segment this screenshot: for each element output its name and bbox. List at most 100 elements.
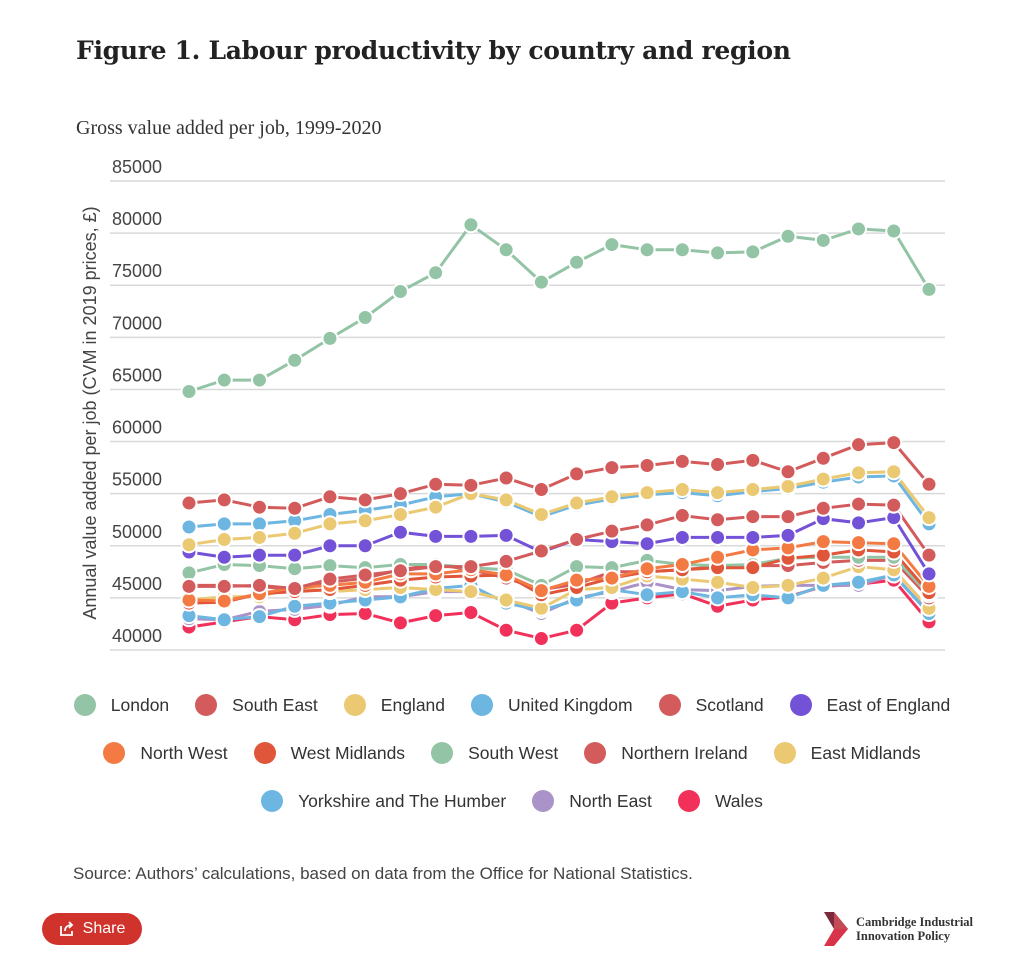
data-point-london[interactable] xyxy=(814,231,832,249)
legend-item[interactable]: North East xyxy=(532,790,652,812)
data-point-london[interactable] xyxy=(286,351,304,369)
data-point-scotland[interactable] xyxy=(814,499,832,517)
data-point-scotland[interactable] xyxy=(532,542,550,560)
data-point-east-of-england[interactable] xyxy=(427,527,445,545)
data-point-yorkshire-and-the-humber[interactable] xyxy=(638,586,656,604)
data-point-scotland[interactable] xyxy=(673,507,691,525)
data-point-london[interactable] xyxy=(215,371,233,389)
data-point-london[interactable] xyxy=(603,236,621,254)
data-point-east-of-england[interactable] xyxy=(850,514,868,532)
legend-item[interactable]: South West xyxy=(431,742,558,764)
data-point-england[interactable] xyxy=(568,494,586,512)
data-point-wales[interactable] xyxy=(462,603,480,621)
data-point-england[interactable] xyxy=(885,463,903,481)
data-point-south-east[interactable] xyxy=(356,491,374,509)
data-point-scotland[interactable] xyxy=(779,508,797,526)
data-point-england[interactable] xyxy=(250,528,268,546)
data-point-england[interactable] xyxy=(673,480,691,498)
data-point-east-of-england[interactable] xyxy=(709,528,727,546)
data-point-yorkshire-and-the-humber[interactable] xyxy=(709,589,727,607)
data-point-england[interactable] xyxy=(180,536,198,554)
data-point-east-of-england[interactable] xyxy=(462,527,480,545)
legend-item[interactable]: Yorkshire and The Humber xyxy=(261,790,506,812)
data-point-london[interactable] xyxy=(180,383,198,401)
data-point-yorkshire-and-the-humber[interactable] xyxy=(215,611,233,629)
data-point-east-midlands[interactable] xyxy=(462,583,480,601)
data-point-england[interactable] xyxy=(532,506,550,524)
data-point-south-east[interactable] xyxy=(391,485,409,503)
data-point-scotland[interactable] xyxy=(356,566,374,584)
data-point-scotland[interactable] xyxy=(427,558,445,576)
data-point-england[interactable] xyxy=(920,509,938,527)
data-point-scotland[interactable] xyxy=(321,570,339,588)
legend-item[interactable]: South East xyxy=(195,694,318,716)
data-point-east-of-england[interactable] xyxy=(391,523,409,541)
data-point-wales[interactable] xyxy=(391,614,409,632)
data-point-london[interactable] xyxy=(497,241,515,259)
data-point-east-midlands[interactable] xyxy=(497,591,515,609)
data-point-south-east[interactable] xyxy=(568,465,586,483)
data-point-london[interactable] xyxy=(638,241,656,259)
data-point-east-of-england[interactable] xyxy=(638,535,656,553)
legend-item[interactable]: United Kingdom xyxy=(471,694,633,716)
data-point-east-of-england[interactable] xyxy=(215,548,233,566)
data-point-london[interactable] xyxy=(885,222,903,240)
data-point-england[interactable] xyxy=(850,464,868,482)
data-point-scotland[interactable] xyxy=(638,516,656,534)
data-point-north-west[interactable] xyxy=(603,569,621,587)
data-point-scotland[interactable] xyxy=(920,546,938,564)
data-point-london[interactable] xyxy=(673,241,691,259)
data-point-england[interactable] xyxy=(427,498,445,516)
data-point-east-of-england[interactable] xyxy=(356,537,374,555)
data-point-yorkshire-and-the-humber[interactable] xyxy=(250,608,268,626)
data-point-south-east[interactable] xyxy=(603,459,621,477)
data-point-yorkshire-and-the-humber[interactable] xyxy=(850,573,868,591)
data-point-south-east[interactable] xyxy=(885,434,903,452)
data-point-yorkshire-and-the-humber[interactable] xyxy=(286,597,304,615)
data-point-england[interactable] xyxy=(744,480,762,498)
data-point-england[interactable] xyxy=(356,512,374,530)
legend-item[interactable]: East Midlands xyxy=(773,742,921,764)
legend-item[interactable]: Northern Ireland xyxy=(584,742,748,764)
data-point-south-east[interactable] xyxy=(427,475,445,493)
data-point-london[interactable] xyxy=(568,253,586,271)
data-point-scotland[interactable] xyxy=(850,495,868,513)
data-point-london[interactable] xyxy=(779,227,797,245)
data-point-wales[interactable] xyxy=(497,621,515,639)
data-point-london[interactable] xyxy=(920,280,938,298)
data-point-england[interactable] xyxy=(286,524,304,542)
data-point-north-west[interactable] xyxy=(814,533,832,551)
data-point-scotland[interactable] xyxy=(462,558,480,576)
data-point-north-west[interactable] xyxy=(885,535,903,553)
data-point-north-west[interactable] xyxy=(709,548,727,566)
data-point-east-of-england[interactable] xyxy=(673,528,691,546)
data-point-east-midlands[interactable] xyxy=(744,578,762,596)
data-point-south-east[interactable] xyxy=(286,499,304,517)
data-point-england[interactable] xyxy=(497,491,515,509)
data-point-south-east[interactable] xyxy=(215,491,233,509)
data-point-england[interactable] xyxy=(391,506,409,524)
data-point-london[interactable] xyxy=(462,216,480,234)
legend-item[interactable]: Wales xyxy=(677,790,763,812)
data-point-scotland[interactable] xyxy=(250,576,268,594)
data-point-south-east[interactable] xyxy=(180,494,198,512)
data-point-scotland[interactable] xyxy=(885,496,903,514)
data-point-south-east[interactable] xyxy=(744,451,762,469)
data-point-south-east[interactable] xyxy=(850,436,868,454)
data-point-south-east[interactable] xyxy=(497,469,515,487)
data-point-south-east[interactable] xyxy=(709,455,727,473)
data-point-scotland[interactable] xyxy=(603,522,621,540)
data-point-south-east[interactable] xyxy=(250,498,268,516)
legend-item[interactable]: Scotland xyxy=(658,694,764,716)
data-point-east-midlands[interactable] xyxy=(779,576,797,594)
data-point-united-kingdom[interactable] xyxy=(215,515,233,533)
legend-item[interactable]: West Midlands xyxy=(253,742,405,764)
data-point-north-west[interactable] xyxy=(638,560,656,578)
data-point-london[interactable] xyxy=(427,264,445,282)
share-button[interactable]: Share xyxy=(42,913,142,945)
data-point-east-of-england[interactable] xyxy=(779,526,797,544)
data-point-south-east[interactable] xyxy=(920,475,938,493)
data-point-scotland[interactable] xyxy=(286,580,304,598)
data-point-west-midlands[interactable] xyxy=(744,559,762,577)
data-point-london[interactable] xyxy=(250,371,268,389)
